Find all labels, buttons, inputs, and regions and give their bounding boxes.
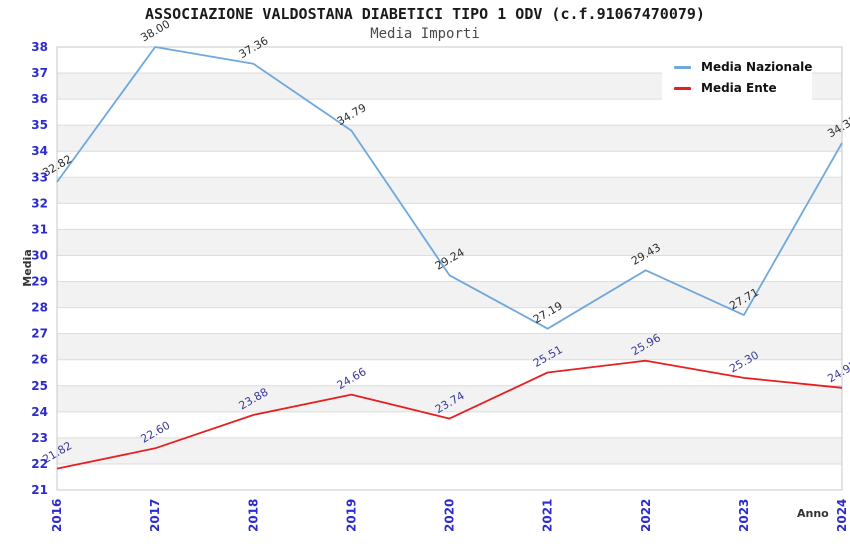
y-axis-title: Media [21, 249, 34, 286]
x-tick-label: 2024 [835, 499, 849, 532]
y-tick-label: 26 [31, 353, 48, 367]
x-tick-label: 2017 [148, 499, 162, 532]
y-tick-label: 22 [31, 457, 48, 471]
y-tick-label: 27 [31, 327, 48, 341]
x-tick-label: 2016 [50, 499, 64, 532]
x-axis-title: Anno [797, 507, 829, 520]
y-tick-label: 36 [31, 92, 48, 106]
legend-label-media-ente: Media Ente [701, 81, 777, 95]
y-tick-label: 34 [31, 144, 48, 158]
y-tick-label: 30 [31, 248, 48, 262]
y-tick-label: 25 [31, 379, 48, 393]
point-label: 37.36 [237, 34, 271, 61]
x-tick-label: 2020 [443, 499, 457, 532]
plot-border [56, 46, 843, 491]
band [57, 385, 842, 412]
band [57, 333, 842, 360]
chart-title: ASSOCIAZIONE VALDOSTANA DIABETICI TIPO 1… [145, 5, 705, 23]
point-label: 34.32 [825, 113, 850, 140]
point-label: 34.79 [335, 101, 369, 128]
x-tick-label: 2023 [737, 499, 751, 532]
y-tick-label: 21 [31, 483, 48, 497]
y-tick-label: 33 [31, 170, 48, 184]
band [57, 437, 842, 464]
y-tick-label: 28 [31, 301, 48, 315]
y-tick-label: 24 [31, 405, 48, 419]
band [57, 229, 842, 256]
y-tick-label: 31 [31, 222, 48, 236]
legend-item-media-nazionale: Media Nazionale [674, 60, 812, 74]
band [57, 177, 842, 204]
band [57, 281, 842, 308]
y-tick-label: 29 [31, 275, 48, 289]
band [57, 125, 842, 152]
legend-label-media-nazionale: Media Nazionale [701, 60, 813, 74]
media-nazionale-line-swatch [674, 65, 691, 69]
plot-bands [57, 73, 842, 464]
y-tick-label: 37 [31, 66, 48, 80]
media-ente-line-swatch [674, 86, 691, 90]
y-tick-label: 23 [31, 431, 48, 445]
series-line-media-nazionale [56, 46, 843, 330]
y-tick-labels: 21 22 23 24 25 26 27 28 29 30 31 32 33 34 35 36 37 38 [31, 40, 48, 497]
point-label: 24.92 [825, 358, 850, 385]
chart-subtitle: Media Importi [370, 26, 480, 42]
x-tick-label: 2021 [541, 499, 555, 532]
y-tick-label: 38 [31, 40, 48, 54]
x-tick-labels: 2016 2017 2018 2019 2020 2021 2022 2023 2024 [50, 499, 849, 532]
x-tick-label: 2022 [639, 499, 653, 532]
y-tick-label: 32 [31, 196, 48, 210]
legend-item-media-ente: Media Ente [674, 81, 808, 95]
y-tick-label: 35 [31, 118, 48, 132]
x-tick-label: 2019 [344, 499, 358, 532]
legend: Media Nazionale Media Ente [662, 50, 812, 105]
series-line-media-ente [56, 359, 843, 470]
x-tick-label: 2018 [246, 499, 260, 532]
point-label: 38.00 [138, 17, 172, 44]
y-gridlines [57, 46, 842, 491]
